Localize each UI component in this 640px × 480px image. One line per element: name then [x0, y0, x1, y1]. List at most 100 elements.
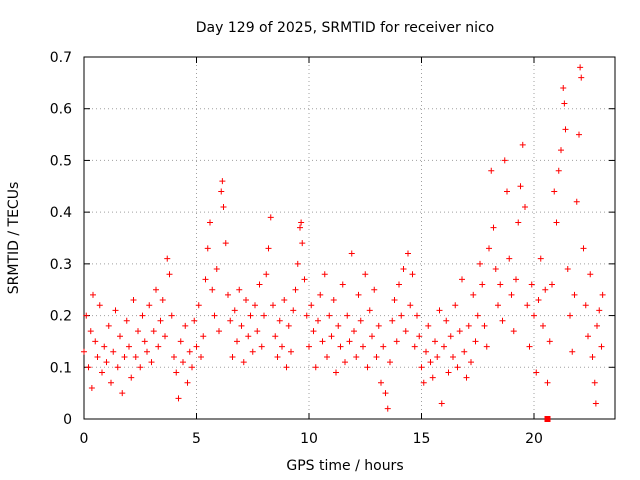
- data-point: [429, 374, 436, 381]
- data-point: [87, 328, 94, 335]
- data-point: [544, 379, 551, 386]
- data-point: [153, 286, 159, 293]
- data-point: [184, 379, 191, 386]
- data-point: [537, 255, 544, 262]
- data-point: [474, 312, 481, 319]
- data-point: [312, 364, 319, 371]
- data-point: [337, 343, 344, 350]
- data-point: [344, 312, 351, 319]
- data-point: [219, 178, 226, 185]
- data-point: [488, 167, 495, 174]
- data-point: [519, 141, 526, 148]
- data-point: [227, 317, 234, 324]
- data-point: [479, 281, 486, 288]
- data-point: [171, 353, 177, 360]
- data-point: [209, 286, 216, 293]
- data-point: [128, 374, 135, 381]
- data-point: [384, 405, 391, 412]
- data-point: [139, 312, 146, 319]
- data-point: [434, 353, 441, 360]
- data-point: [283, 364, 290, 371]
- data-point: [501, 157, 508, 164]
- data-point: [481, 322, 488, 329]
- data-point: [445, 369, 452, 376]
- data-point: [126, 343, 132, 350]
- data-point: [396, 281, 402, 288]
- data-point: [517, 183, 524, 190]
- data-point: [254, 328, 261, 335]
- data-point: [200, 333, 207, 340]
- data-point: [155, 343, 162, 350]
- data-point: [198, 353, 204, 360]
- data-point: [461, 348, 468, 355]
- data-point: [119, 390, 126, 397]
- data-point: [186, 348, 193, 355]
- data-point: [146, 302, 153, 309]
- data-point: [261, 312, 267, 319]
- data-point: [357, 317, 364, 324]
- y-tick-label: 0.6: [50, 102, 72, 118]
- data-point: [425, 322, 432, 329]
- plot-frame: [83, 56, 616, 420]
- data-point: [222, 240, 229, 247]
- data-point: [168, 312, 175, 319]
- data-point: [495, 302, 501, 309]
- data-point: [515, 219, 522, 226]
- data-point: [276, 317, 283, 324]
- x-tick-label: 0: [80, 431, 89, 447]
- data-point: [578, 74, 585, 81]
- data-point: [418, 364, 425, 371]
- data-point: [526, 343, 533, 350]
- data-point: [317, 291, 324, 298]
- data-point: [189, 364, 195, 371]
- data-point: [400, 266, 407, 273]
- data-point: [162, 333, 168, 340]
- data-point: [112, 307, 119, 314]
- data-point: [335, 322, 342, 329]
- data-point: [99, 369, 105, 376]
- data-point: [436, 307, 443, 314]
- data-point: [191, 317, 198, 324]
- data-point: [177, 338, 184, 345]
- data-point: [315, 317, 321, 324]
- data-point: [533, 369, 540, 376]
- data-point: [393, 338, 400, 345]
- data-point: [549, 281, 555, 288]
- data-point: [468, 359, 474, 366]
- x-axis-label: GPS time / hours: [286, 458, 403, 474]
- x-tick-label: 15: [413, 431, 431, 447]
- data-point: [369, 333, 375, 340]
- data-point: [267, 214, 274, 221]
- data-point: [564, 266, 571, 273]
- data-point: [121, 353, 128, 360]
- data-point: [324, 353, 330, 360]
- data-point: [452, 302, 459, 309]
- data-point: [387, 359, 393, 366]
- data-point: [483, 343, 490, 350]
- data-point: [101, 343, 108, 350]
- data-point: [522, 203, 528, 210]
- data-point: [553, 219, 560, 226]
- data-point: [236, 286, 243, 293]
- data-point: [144, 348, 150, 355]
- data-point: [301, 276, 308, 283]
- data-point: [373, 353, 380, 360]
- data-point: [470, 291, 477, 298]
- data-point: [298, 219, 305, 226]
- data-point: [292, 286, 299, 293]
- data-point: [182, 322, 189, 329]
- data-point: [497, 281, 504, 288]
- data-point: [103, 359, 110, 366]
- data-point: [382, 390, 389, 397]
- data-point: [456, 328, 463, 335]
- data-point: [135, 328, 141, 335]
- data-point: [216, 328, 222, 335]
- data-point: [492, 266, 499, 273]
- data-point: [587, 271, 594, 278]
- data-point: [159, 297, 166, 304]
- y-tick-label: 0: [63, 412, 72, 428]
- data-point: [193, 343, 200, 350]
- data-point: [225, 291, 231, 298]
- data-point: [175, 395, 182, 402]
- data-point: [85, 364, 92, 371]
